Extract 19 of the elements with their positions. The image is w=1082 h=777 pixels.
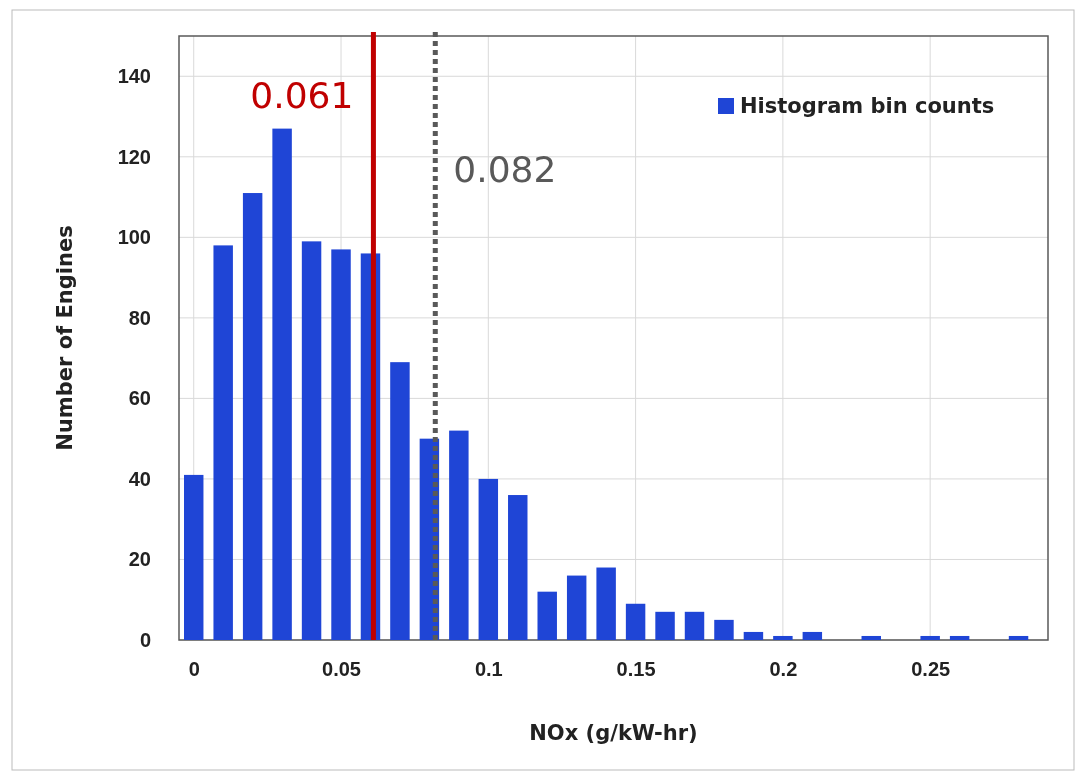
- y-tick-label: 60: [128, 387, 151, 410]
- y-tick-label: 40: [128, 467, 151, 490]
- x-tick-label: 0.2: [769, 658, 798, 681]
- legend-label: Histogram bin counts: [740, 94, 995, 118]
- y-tick-label: 100: [117, 226, 151, 249]
- y-tick-label: 0: [139, 628, 151, 651]
- x-tick-label: 0.25: [911, 658, 951, 681]
- ref-line-label: 0.061: [250, 75, 354, 116]
- x-tick-label: 0.1: [474, 658, 503, 681]
- x-tick-label: 0.05: [322, 658, 361, 681]
- y-tick-label: 20: [128, 548, 151, 571]
- y-axis-title: Number of Engines: [53, 225, 77, 451]
- x-tick-label: 0.15: [616, 658, 656, 681]
- y-tick-label: 140: [117, 65, 151, 88]
- y-tick-label: 120: [117, 145, 151, 168]
- x-tick-label: 0: [188, 658, 200, 681]
- ref-line-label: 0.082: [453, 149, 557, 190]
- y-tick-label: 80: [128, 306, 151, 329]
- x-axis-title: NOx (g/kW-hr): [529, 721, 698, 745]
